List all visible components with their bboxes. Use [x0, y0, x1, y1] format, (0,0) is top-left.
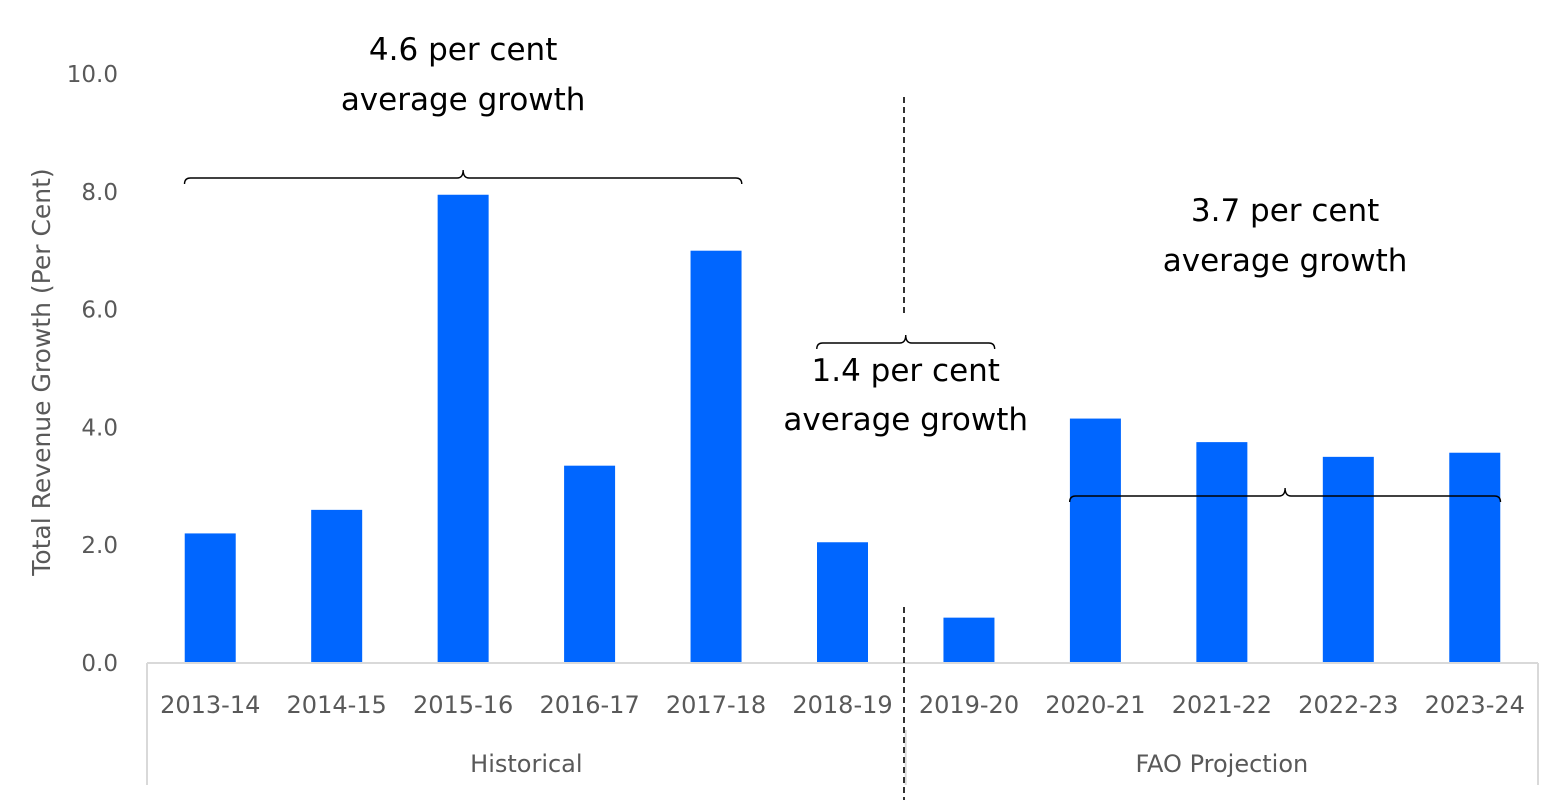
y-tick-label: 6.0 — [81, 298, 118, 324]
group-label: FAO Projection — [1135, 750, 1308, 778]
category-axis: 2013-14 2014-15 2015-16 2016-17 2017-18 2018-… — [146, 97, 1539, 800]
x-tick-label: 2019-20 — [919, 691, 1019, 719]
y-axis-ticks: 0.0 2.0 4.0 6.0 8.0 10.0 — [67, 62, 118, 677]
x-tick-label: 2017-18 — [666, 691, 766, 719]
x-tick-label: 2016-17 — [539, 691, 639, 719]
bar-2019-20 — [943, 617, 995, 663]
x-tick-label: 2013-14 — [160, 691, 260, 719]
y-axis-label: Total Revenue Growth (Per Cent) — [27, 168, 56, 576]
annotation-bracket — [183, 169, 743, 185]
annotation-bracket — [1069, 487, 1502, 503]
bar-2022-23 — [1322, 456, 1374, 663]
bar-2021-22 — [1196, 442, 1248, 663]
x-tick-label: 2023-24 — [1425, 691, 1525, 719]
annotations: 4.6 per cent average growth 1.4 per cent av… — [183, 32, 1502, 503]
x-tick-label: 2018-19 — [792, 691, 892, 719]
x-tick-label: 2014-15 — [287, 691, 387, 719]
x-tick-label: 2021-22 — [1172, 691, 1272, 719]
bar-2017-18 — [690, 250, 742, 663]
annotation-text: average growth — [783, 402, 1028, 438]
bar-2018-19 — [817, 542, 868, 663]
bars — [184, 194, 1501, 663]
y-tick-label: 0.0 — [81, 651, 118, 677]
y-tick-label: 4.0 — [81, 415, 118, 441]
group-label: Historical — [470, 750, 582, 778]
annotation-text: average growth — [1163, 243, 1408, 279]
annotation-bracket — [816, 334, 996, 350]
annotation-text: 1.4 per cent — [812, 353, 1000, 389]
annotation-text: 4.6 per cent — [369, 32, 557, 68]
bar-2020-21 — [1069, 418, 1121, 663]
x-tick-label: 2015-16 — [413, 691, 513, 719]
bar-2013-14 — [184, 533, 236, 663]
bar-2023-24 — [1449, 452, 1501, 663]
x-tick-label: 2020-21 — [1045, 691, 1145, 719]
x-tick-label: 2022-23 — [1298, 691, 1398, 719]
bar-2014-15 — [311, 509, 363, 663]
annotation-text: 3.7 per cent — [1191, 193, 1379, 229]
y-tick-label: 2.0 — [81, 533, 118, 559]
bar-2015-16 — [437, 194, 489, 663]
bar-2016-17 — [564, 465, 616, 663]
y-tick-label: 10.0 — [67, 62, 118, 88]
annotation-text: average growth — [341, 82, 586, 118]
y-tick-label: 8.0 — [81, 180, 118, 206]
